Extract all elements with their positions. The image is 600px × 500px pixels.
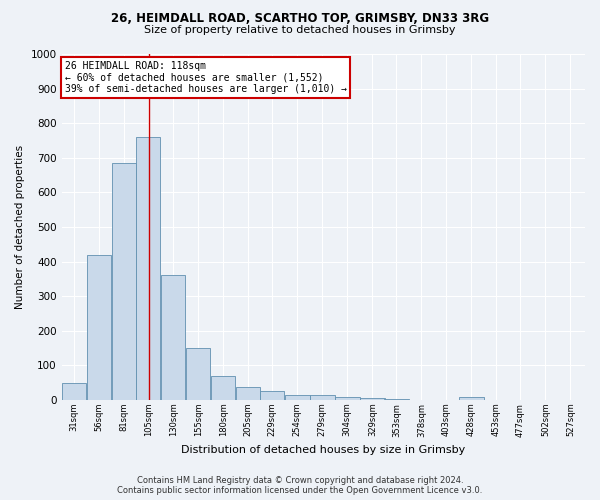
Bar (384, 399, 409, 400)
X-axis label: Distribution of detached houses by size in Grimsby: Distribution of detached houses by size … (181, 445, 466, 455)
Bar (211, 376, 235, 400)
Bar (136, 137, 160, 400)
Bar (236, 388, 260, 400)
Bar (161, 276, 185, 400)
Text: Size of property relative to detached houses in Grimsby: Size of property relative to detached ho… (144, 25, 456, 35)
Bar (112, 163, 136, 400)
Text: 26, HEIMDALL ROAD, SCARTHO TOP, GRIMSBY, DN33 3RG: 26, HEIMDALL ROAD, SCARTHO TOP, GRIMSBY,… (111, 12, 489, 26)
Bar (186, 348, 211, 400)
Text: 26 HEIMDALL ROAD: 118sqm
← 60% of detached houses are smaller (1,552)
39% of sem: 26 HEIMDALL ROAD: 118sqm ← 60% of detach… (65, 61, 347, 94)
Text: Contains HM Land Registry data © Crown copyright and database right 2024.
Contai: Contains HM Land Registry data © Crown c… (118, 476, 482, 495)
Y-axis label: Number of detached properties: Number of detached properties (15, 145, 25, 309)
Bar (260, 391, 284, 400)
Bar (335, 397, 359, 400)
Bar (87, 254, 112, 400)
Bar (62, 382, 86, 400)
Bar (459, 397, 484, 400)
Bar (285, 394, 310, 400)
Bar (360, 398, 385, 400)
Bar (310, 396, 335, 400)
